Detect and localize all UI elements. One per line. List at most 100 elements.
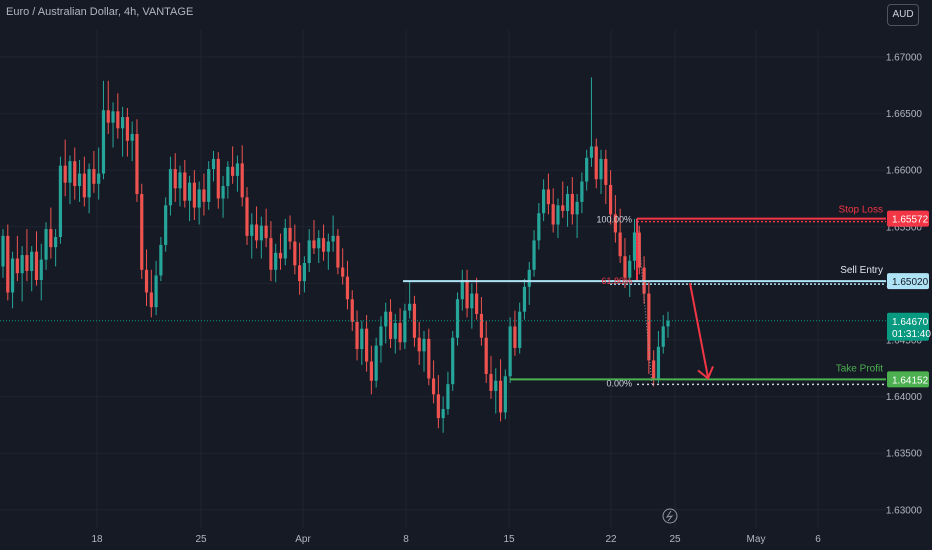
down-arrow-shaft: [689, 282, 709, 378]
x-tick-label: May: [747, 534, 766, 545]
candle-body: [10, 258, 15, 293]
candle: [608, 170, 613, 225]
current-price-badge: [887, 312, 929, 341]
candle: [326, 233, 330, 270]
candle: [546, 173, 550, 215]
candle: [465, 269, 469, 318]
candle: [159, 236, 163, 282]
candle: [144, 249, 149, 307]
candle: [58, 156, 63, 244]
trade-overlays: [0, 217, 886, 386]
y-tick-label: 1.66500: [886, 109, 923, 120]
candle-body: [599, 158, 603, 180]
candle-body: [97, 173, 101, 184]
candle-body: [355, 321, 359, 350]
candle: [513, 310, 517, 356]
candle-body: [561, 205, 565, 211]
candle: [154, 260, 158, 316]
candle-body: [121, 116, 125, 129]
candle-body: [140, 193, 144, 270]
candle: [661, 315, 665, 354]
candle-body: [527, 269, 531, 287]
candle-body: [149, 292, 153, 308]
candle: [10, 251, 15, 309]
candle-body: [632, 232, 637, 261]
sell-entry-label: Sell Entry: [840, 265, 883, 276]
candle-body: [628, 260, 632, 278]
candle: [197, 181, 201, 225]
candle-body: [656, 346, 661, 380]
candle: [307, 229, 311, 273]
candle-body: [20, 255, 24, 274]
candle: [446, 371, 450, 415]
x-tick-label: Apr: [295, 534, 311, 545]
candle: [92, 150, 96, 193]
candle: [274, 243, 278, 283]
grid: [0, 30, 886, 528]
candle: [589, 77, 594, 167]
candle: [302, 256, 307, 293]
candle: [537, 203, 541, 250]
x-tick-label: 18: [91, 534, 103, 545]
candle: [250, 213, 254, 259]
candle-body: [408, 303, 412, 311]
candle: [460, 269, 464, 311]
candle: [97, 147, 101, 200]
candle: [82, 156, 86, 207]
stop-loss-price-badge: [887, 210, 929, 227]
candle: [231, 146, 235, 184]
candle-body: [345, 276, 350, 300]
lightning-icon[interactable]: [662, 508, 678, 524]
candle-body: [470, 293, 474, 309]
candle: [183, 160, 187, 208]
candle-body: [183, 172, 187, 201]
candle: [135, 119, 139, 202]
candle-body: [350, 299, 354, 322]
time-axis[interactable]: 18 25 Apr 8 15 22 25 May 6: [91, 534, 821, 545]
candle-body: [307, 240, 311, 264]
candle-body: [422, 338, 426, 352]
sell-entry-price-badge: [887, 273, 929, 290]
candle-body: [197, 189, 201, 208]
candle: [628, 255, 632, 297]
candle-body: [245, 197, 249, 236]
candle-body: [274, 252, 278, 270]
candle-body: [465, 280, 469, 309]
candle: [580, 172, 584, 214]
candle: [317, 230, 321, 264]
candle-body: [580, 181, 584, 202]
candle: [25, 229, 29, 282]
y-tick-label: 1.67000: [886, 53, 923, 64]
y-tick-label: 1.64500: [886, 336, 923, 347]
currency-button[interactable]: AUD: [887, 4, 919, 26]
candle-body: [460, 280, 464, 300]
candle: [101, 80, 106, 180]
candle: [369, 345, 373, 395]
candle: [451, 330, 455, 391]
candle: [551, 188, 555, 233]
candle-body: [221, 186, 225, 199]
candle-body: [68, 161, 72, 183]
candle: [216, 152, 220, 209]
x-tick-label: 6: [815, 534, 821, 545]
candle-body: [436, 394, 440, 419]
candle: [384, 302, 388, 344]
candle-body: [1, 235, 5, 267]
candle: [565, 186, 570, 227]
bar-countdown: 01:31:40: [892, 329, 931, 340]
candle-body: [585, 157, 589, 182]
candle-body: [489, 373, 493, 391]
candle: [403, 303, 407, 350]
candle-body: [417, 337, 421, 352]
candle: [288, 215, 292, 250]
candle-body: [393, 323, 397, 339]
candle-body: [44, 229, 48, 260]
candle: [264, 208, 268, 248]
candle: [130, 121, 134, 162]
candle-body: [283, 227, 287, 259]
candle-body: [235, 163, 240, 176]
candle: [379, 316, 383, 363]
candle: [374, 337, 378, 388]
candle-body: [250, 224, 254, 236]
